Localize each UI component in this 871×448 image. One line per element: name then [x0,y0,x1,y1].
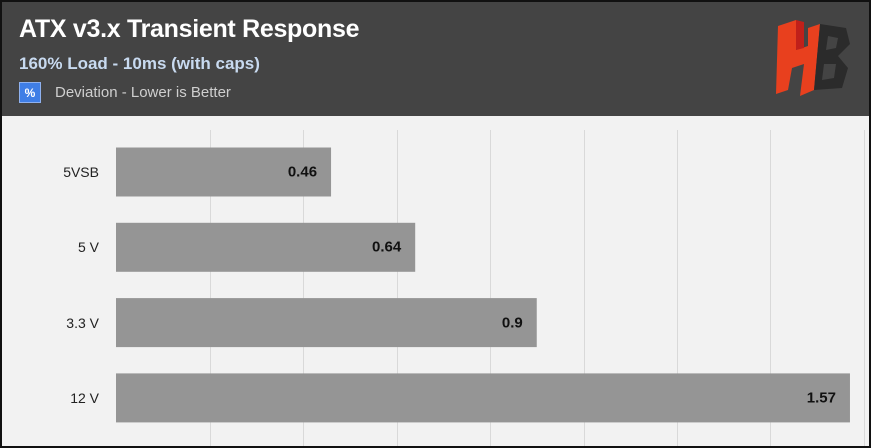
legend-label: Deviation - Lower is Better [55,84,231,101]
bar-chart [116,130,865,446]
plot-area: 5VSB 0.46 5 V 0.64 3.3 V 0.9 12 V 1.57 [2,116,869,446]
category-label: 5 V [77,239,99,256]
data-label: 0.9 [501,314,523,332]
data-label: 1.57 [806,389,836,407]
bar [116,222,416,272]
chart-subtitle: 160% Load - 10ms (with caps) [19,54,260,73]
category-label: 3.3 V [66,314,99,331]
bar [116,298,537,348]
category-label: 12 V [70,389,99,406]
chart-header: ATX v3.x Transient Response 160% Load - … [2,2,869,116]
chart-title: ATX v3.x Transient Response [19,15,360,43]
bar [116,373,850,423]
legend-swatch: % [19,82,41,103]
data-label: 0.46 [287,163,318,181]
legend: % Deviation - Lower is Better [19,82,231,103]
bar [116,147,332,197]
hb-logo-icon [774,20,852,96]
data-label: 0.64 [371,238,402,256]
category-label: 5VSB [63,164,99,180]
